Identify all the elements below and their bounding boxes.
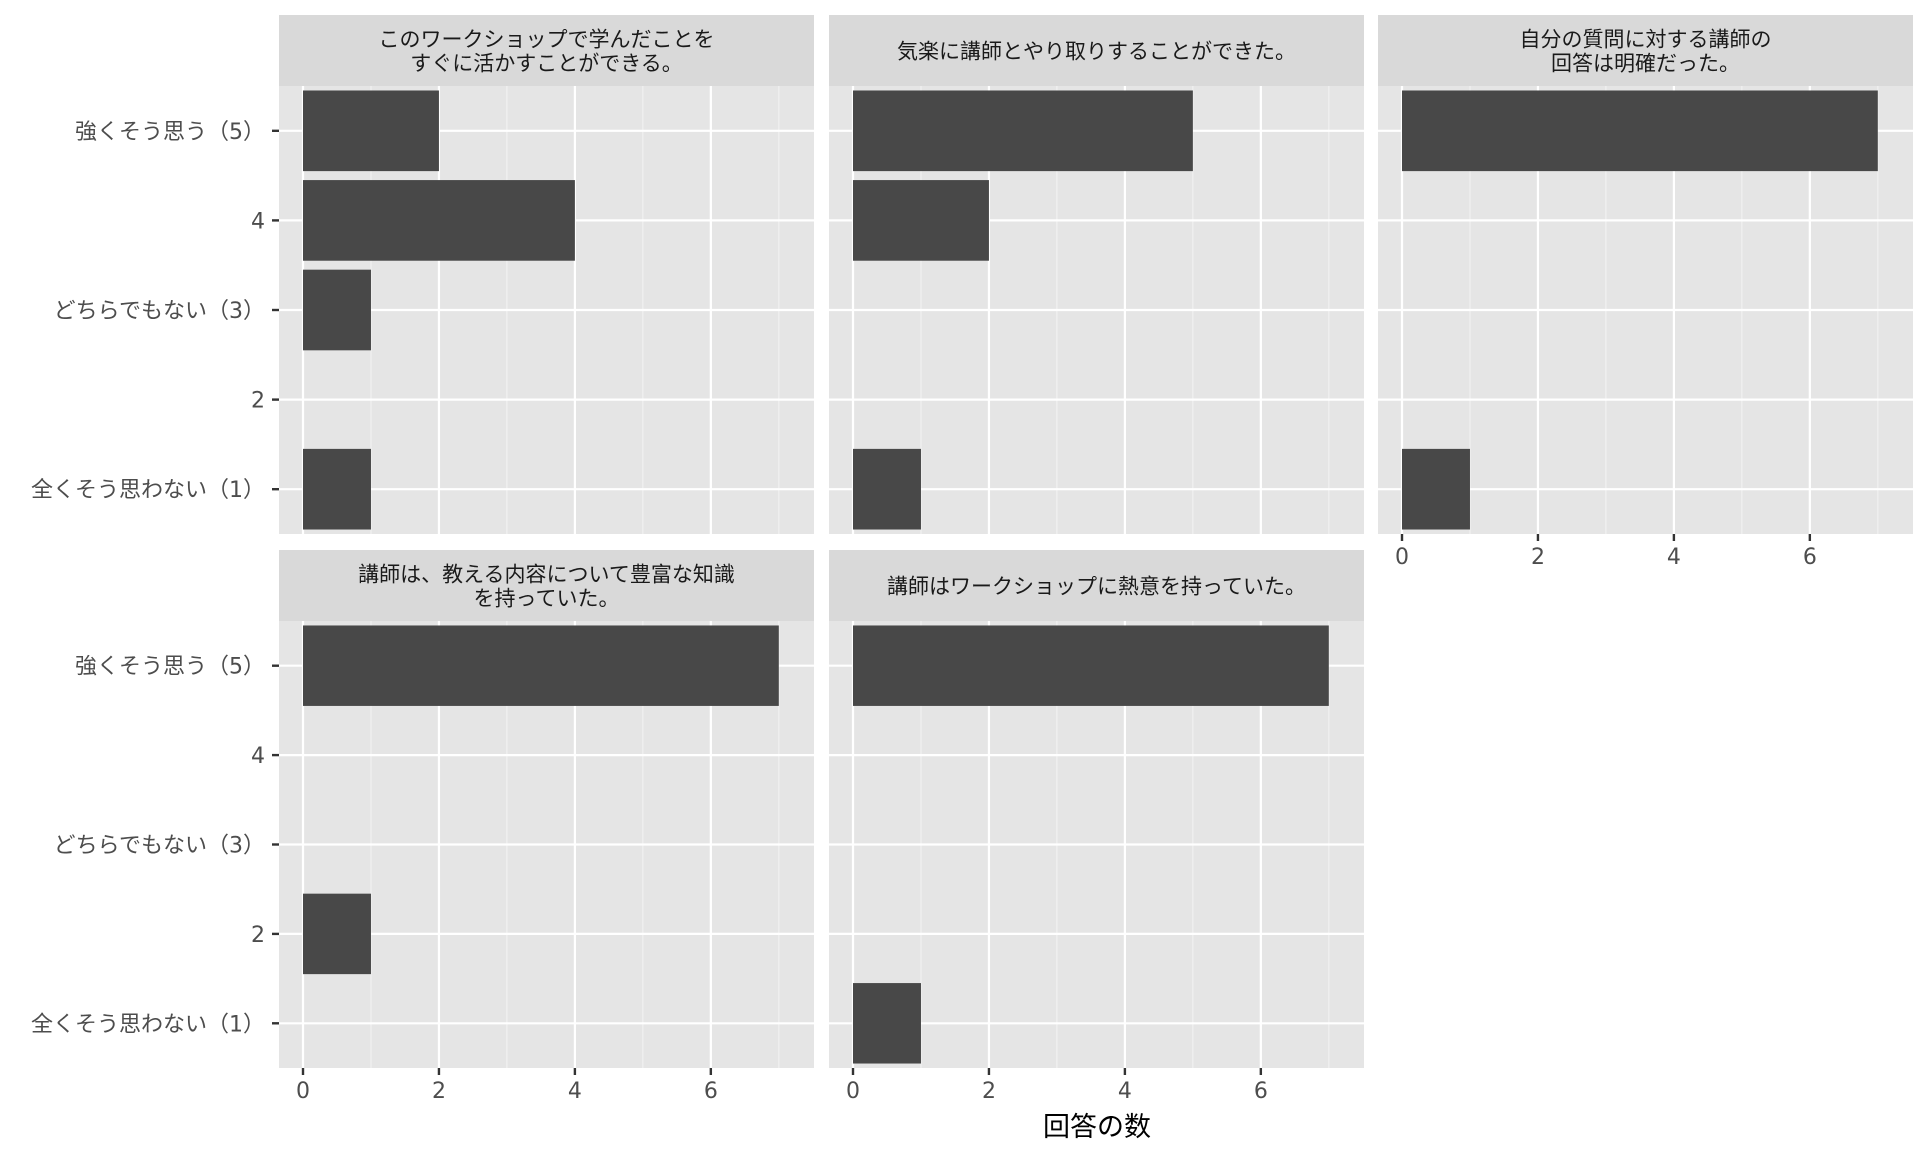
panel-strip-background: [279, 550, 814, 621]
x-axis-layer: 0 2 4 6 0 2 4 6 0 2 4 6: [296, 534, 1817, 1104]
x-tick-label: 2: [1531, 545, 1545, 570]
x-tick-label: 6: [1803, 545, 1817, 570]
x-tick-label: 6: [704, 1079, 718, 1104]
bar: [853, 625, 1329, 706]
x-tick-label: 2: [432, 1079, 446, 1104]
y-tick-label: 全くそう思わない（1）: [31, 1012, 265, 1037]
y-axis-layer: 全くそう思わない（1） 2 どちらでもない（3） 4 強くそう思う（5） 全くそう思わない…: [31, 120, 279, 1037]
panel-5: 講師はワークショップに熱意を持っていた。: [829, 550, 1364, 1068]
panel-2: 気楽に講師とやり取りすることができた。: [829, 15, 1364, 534]
panel-title-line: 講師はワークショップに熱意を持っていた。: [887, 575, 1306, 599]
y-tick-label: どちらでもない（3）: [54, 834, 265, 859]
panel-strip-background: [829, 550, 1364, 621]
x-tick-label: 0: [296, 1079, 310, 1104]
bar: [853, 90, 1193, 172]
y-tick-label: 4: [251, 209, 265, 234]
bar: [303, 893, 371, 975]
y-tick-label: 強くそう思う（5）: [75, 655, 265, 680]
x-tick-label: 0: [846, 1079, 860, 1104]
panel-title-line: 講師は、教える内容について豊富な知識: [358, 563, 735, 587]
bar: [303, 625, 779, 706]
panel-strip-background: [279, 15, 814, 86]
panel-strip-background: [829, 15, 1364, 86]
panel-title-line: 回答は明確だった。: [1551, 52, 1740, 76]
panel-title-line: すぐに活かすことができる。: [410, 52, 683, 76]
panel-strip-background: [1378, 15, 1913, 86]
bar: [303, 180, 575, 261]
y-tick-label: 4: [251, 744, 265, 769]
bar: [1402, 90, 1878, 172]
panel-title-line: 自分の質問に対する講師の: [1520, 28, 1772, 52]
x-tick-label: 6: [1254, 1079, 1268, 1104]
bar: [853, 983, 921, 1064]
bar: [853, 180, 989, 261]
panel-title-line: を持っていた。: [474, 587, 620, 611]
bar: [303, 448, 371, 530]
panel-title-line: このワークショップで学んだことを: [379, 28, 715, 52]
bar: [1402, 448, 1470, 530]
panel-title-line: 気楽に講師とやり取りすることができた。: [897, 40, 1296, 64]
y-tick-label: 全くそう思わない（1）: [31, 478, 265, 503]
x-tick-label: 4: [568, 1079, 582, 1104]
y-tick-label: 強くそう思う（5）: [75, 120, 265, 145]
x-tick-label: 2: [982, 1079, 996, 1104]
y-tick-label: 2: [251, 923, 265, 948]
bar: [303, 90, 439, 172]
y-tick-label: どちらでもない（3）: [54, 299, 265, 324]
bar: [853, 448, 921, 530]
x-axis-title: 回答の数: [1043, 1112, 1151, 1143]
bar: [303, 269, 371, 351]
x-tick-label: 0: [1395, 545, 1409, 570]
x-tick-label: 4: [1667, 545, 1681, 570]
y-tick-label: 2: [251, 389, 265, 414]
x-tick-label: 4: [1118, 1079, 1132, 1104]
